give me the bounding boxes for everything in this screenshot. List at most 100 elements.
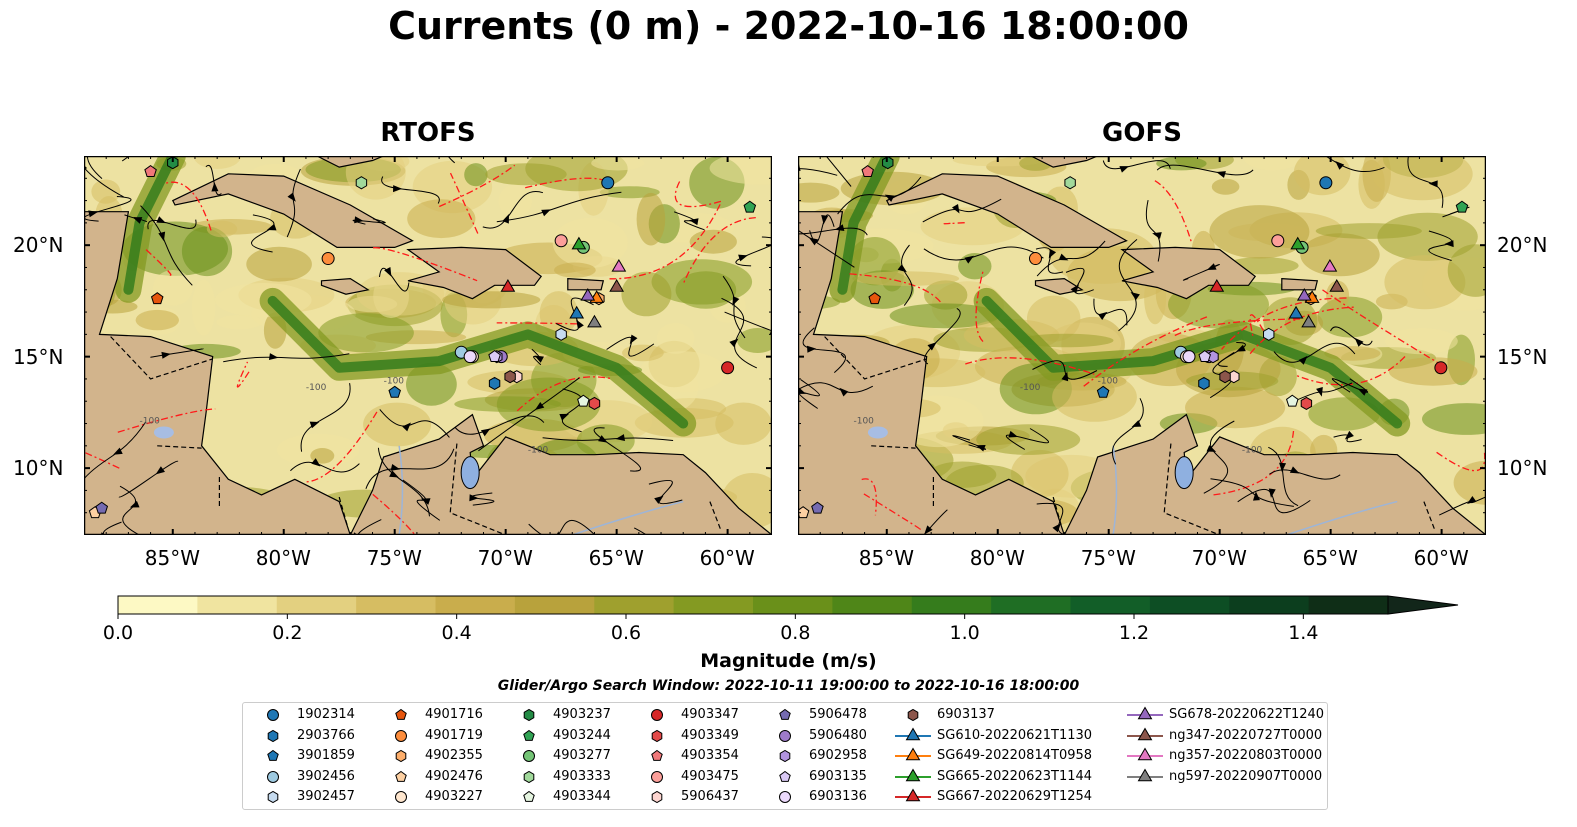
streamline bbox=[454, 415, 545, 435]
streamline bbox=[147, 219, 197, 230]
lat-tick-label-right: 15°N bbox=[1497, 344, 1548, 369]
streamline-arrow bbox=[156, 216, 166, 224]
streamline-arrow bbox=[1048, 248, 1057, 259]
streamline-arrow bbox=[1098, 311, 1108, 320]
streamline-arrow bbox=[1279, 462, 1287, 472]
legend-symbol bbox=[1137, 747, 1153, 761]
platform-4903354 bbox=[861, 164, 874, 178]
streamline bbox=[798, 382, 874, 393]
legend-marker-triangle bbox=[1127, 727, 1163, 740]
magnitude-patch bbox=[1293, 156, 1351, 196]
country-border bbox=[338, 496, 349, 529]
streamline-arrow bbox=[384, 267, 392, 277]
legend-symbol bbox=[651, 729, 663, 742]
streamline-arrow bbox=[534, 355, 544, 363]
platform-SG610-20220621T1130 bbox=[1288, 305, 1304, 319]
legend-marker-circle bbox=[651, 709, 663, 721]
colorbar-segment bbox=[911, 596, 992, 614]
streamline-arrow bbox=[393, 185, 403, 193]
streamline bbox=[1428, 230, 1453, 261]
colorbar-segment bbox=[594, 596, 675, 614]
magnitude-patch bbox=[1263, 297, 1318, 345]
streamline-arrow bbox=[559, 413, 570, 421]
legend-symbol bbox=[651, 770, 663, 783]
legend-symbol bbox=[395, 749, 407, 763]
country-border bbox=[824, 336, 927, 380]
legend-label: ng347-20220727T0000 bbox=[1169, 727, 1323, 743]
legend-symbol bbox=[1137, 768, 1153, 781]
landmass bbox=[406, 246, 543, 300]
streamline-arrow bbox=[1344, 430, 1354, 440]
isobath-label: -100 bbox=[1020, 383, 1041, 393]
streamline-arrow bbox=[1206, 445, 1217, 452]
colorbar-tick-label: 0.4 bbox=[441, 622, 472, 644]
streamline bbox=[286, 168, 301, 238]
streamline bbox=[1035, 247, 1064, 274]
streamline-arrow bbox=[534, 401, 545, 410]
legend-label: 4903475 bbox=[681, 768, 739, 784]
river bbox=[1112, 445, 1118, 535]
platform-4901716 bbox=[150, 292, 164, 305]
magnitude-patch bbox=[498, 184, 533, 218]
colorbar-segment bbox=[991, 596, 1071, 614]
landmass bbox=[316, 156, 384, 168]
streamline bbox=[1032, 360, 1098, 380]
colorbar-tick-label: 1.4 bbox=[1288, 622, 1319, 644]
platform-ng347-20220727T0000 bbox=[1329, 279, 1345, 292]
isobath-label: -100 bbox=[528, 446, 549, 456]
streamline-arrow bbox=[1130, 292, 1140, 301]
streamline bbox=[735, 236, 772, 267]
platform-4903354 bbox=[144, 164, 157, 178]
country-border bbox=[110, 336, 213, 380]
streamline-arrow bbox=[161, 351, 171, 359]
platform-3901859 bbox=[388, 385, 401, 398]
streamline bbox=[290, 461, 360, 473]
legend-symbol bbox=[267, 749, 279, 761]
streamline-arrow bbox=[808, 237, 819, 246]
streamline bbox=[825, 156, 852, 187]
eez-boundary bbox=[1249, 314, 1264, 338]
streamline-arrow bbox=[113, 447, 123, 455]
streamline-arrow bbox=[654, 495, 664, 504]
legend-label: ng357-20220803T0000 bbox=[1169, 748, 1323, 763]
legend-label: 4903344 bbox=[553, 789, 611, 804]
legend-marker-circle bbox=[779, 729, 791, 742]
magnitude-patch bbox=[709, 156, 772, 185]
eez-boundary bbox=[1436, 451, 1486, 472]
lake-nicaragua bbox=[153, 426, 174, 439]
magnitude-patch bbox=[246, 246, 312, 282]
streamline-arrow bbox=[402, 422, 411, 432]
streamline bbox=[798, 379, 820, 409]
streamline bbox=[357, 519, 382, 535]
streamline bbox=[470, 492, 495, 506]
eez-boundary bbox=[373, 247, 478, 282]
isobath-label: -100 bbox=[139, 417, 160, 427]
map-rtofs: -100 -100 -100 -100 bbox=[84, 156, 772, 535]
legend-marker-pentagon bbox=[395, 708, 407, 720]
current-jet-core bbox=[837, 156, 892, 295]
landmass bbox=[885, 173, 1128, 248]
river bbox=[1286, 500, 1398, 535]
legend-marker-circle bbox=[395, 791, 407, 803]
streamline bbox=[1005, 428, 1049, 450]
streamline bbox=[1112, 398, 1144, 465]
platform-4903333 bbox=[1064, 176, 1076, 190]
streamline-arrow bbox=[88, 210, 98, 218]
lake-maracaibo bbox=[460, 456, 480, 490]
magnitude-patch bbox=[591, 156, 645, 171]
colorbar-tick-label: 0.0 bbox=[102, 622, 134, 644]
eez-boundary bbox=[164, 181, 212, 231]
streamline-arrow bbox=[821, 215, 829, 225]
eez-boundary bbox=[609, 204, 721, 280]
platform-2903766 bbox=[1198, 376, 1210, 390]
magnitude-patch bbox=[206, 220, 238, 238]
streamline bbox=[84, 421, 147, 480]
platform-5906478 bbox=[811, 501, 824, 514]
magnitude-patch bbox=[656, 322, 695, 354]
eez-boundary bbox=[863, 493, 921, 530]
colorbar-segment bbox=[1229, 596, 1310, 614]
colorbar bbox=[117, 595, 1459, 619]
legend-label: 4903277 bbox=[553, 748, 611, 763]
streamline bbox=[379, 409, 450, 438]
platform-ng597-20220907T0000 bbox=[1301, 314, 1316, 328]
